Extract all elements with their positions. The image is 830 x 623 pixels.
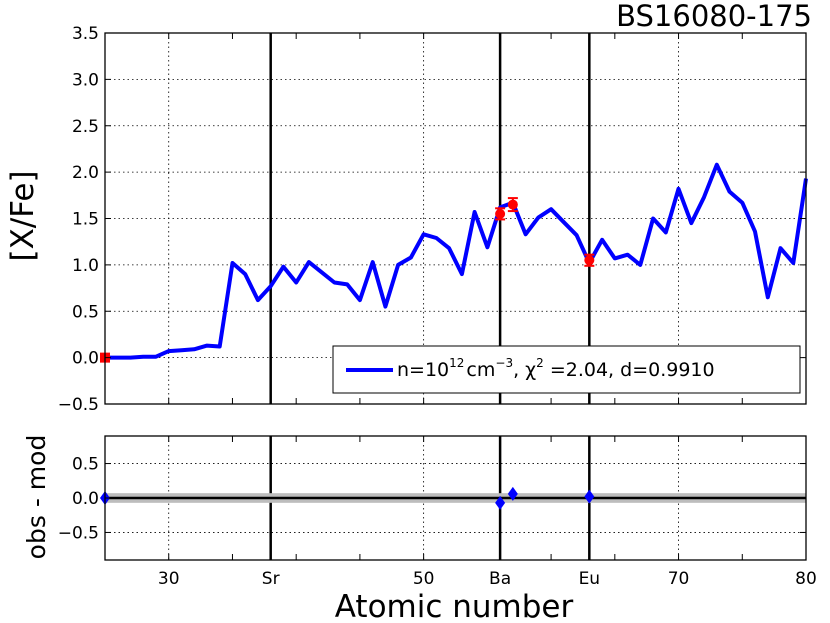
legend-label-stats: =2.04, d=0.9910 [544, 359, 715, 381]
x-axis-title: Atomic number [335, 589, 574, 623]
residual-point [507, 486, 518, 501]
legend-label-unit-exponent: −3 [495, 356, 513, 370]
tick-labels: −0.5 0.0 0.5 1.0 1.5 2.0 2.5 3.0 3.5 −0.5 0.0 0.5 30… [58, 24, 817, 589]
y-tick-label-bottom: −0.5 [58, 523, 99, 543]
x-tick-label: 80 [795, 569, 817, 589]
top-panel-content [100, 33, 808, 404]
residual-point [584, 489, 595, 504]
legend-label-chi-exponent: 2 [536, 356, 544, 370]
y-tick-label-top: 0.5 [72, 302, 99, 322]
y-tick-label-bottom: 0.0 [72, 489, 99, 509]
y-axis-title-bottom: obs - mod [22, 435, 51, 560]
x-tick-label: 70 [668, 569, 690, 589]
legend-label-unit: cm [466, 359, 495, 381]
y-tick-label-top: 2.5 [72, 117, 99, 137]
observation-point [584, 255, 595, 266]
residual-point [495, 495, 506, 510]
bottom-panel-content [100, 436, 806, 560]
y-tick-label-bottom: 0.5 [72, 455, 99, 475]
legend-label-chi: , χ [513, 359, 536, 381]
y-axis-title-top: [X/Fe] [5, 170, 41, 261]
model-abundance-line [105, 162, 808, 360]
x-tick-label: Ba [489, 569, 511, 589]
legend-label-n-exponent: 12 [449, 356, 464, 370]
chart-title: BS16080-175 [616, 0, 812, 33]
observation-point [495, 208, 506, 219]
legend-label-n: n=10 [397, 359, 449, 381]
y-tick-label-top: 1.0 [72, 256, 99, 276]
y-tick-label-top: 2.0 [72, 163, 99, 183]
x-tick-label: 30 [158, 569, 180, 589]
x-tick-label: Sr [262, 569, 280, 589]
x-tick-label: 50 [413, 569, 435, 589]
x-tick-label: Eu [579, 569, 601, 589]
legend: n=1012 cm−3, χ2 =2.04, d=0.9910 [332, 345, 801, 394]
y-tick-label-top: 3.0 [72, 70, 99, 90]
y-tick-label-top: −0.5 [58, 395, 99, 415]
legend-box [332, 345, 801, 394]
y-tick-label-top: 3.5 [72, 24, 99, 44]
axes-frames [104, 32, 807, 561]
y-tick-label-top: 1.5 [72, 210, 99, 230]
observation-point [507, 199, 518, 210]
y-tick-label-top: 0.0 [72, 349, 99, 369]
legend-label: n=1012 cm−3, χ2 =2.04, d=0.9910 [397, 356, 715, 381]
